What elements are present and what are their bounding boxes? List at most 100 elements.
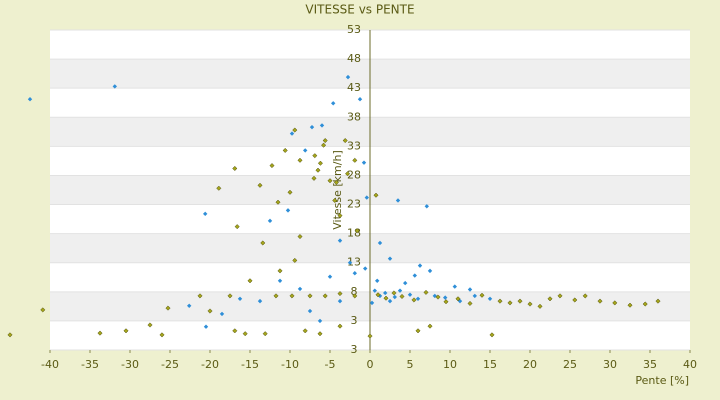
point [352, 157, 358, 163]
point [322, 137, 328, 144]
point [377, 240, 383, 246]
point [337, 298, 343, 304]
x-tick-label: 15 [483, 358, 497, 371]
point [237, 296, 243, 301]
point [289, 131, 295, 136]
point [311, 175, 317, 181]
point [397, 288, 403, 293]
point [627, 302, 633, 308]
point [321, 142, 327, 148]
point [277, 278, 283, 283]
point [97, 330, 103, 336]
point [242, 331, 248, 337]
x-tick-label: 10 [443, 358, 457, 371]
point [257, 182, 263, 188]
point [315, 167, 321, 173]
y-tick-label: 53 [347, 23, 361, 36]
point [232, 328, 238, 334]
point [412, 273, 417, 278]
point [443, 295, 448, 300]
x-axis-title: Pente [%] [635, 374, 689, 387]
point [443, 299, 449, 305]
point [467, 287, 473, 292]
point [197, 293, 203, 299]
point [655, 298, 661, 304]
point [303, 148, 308, 153]
point [415, 296, 421, 301]
y-tick-label: 13 [347, 256, 361, 269]
point [227, 293, 233, 299]
point [517, 298, 523, 304]
point [203, 211, 208, 217]
point [27, 97, 33, 102]
point [282, 147, 288, 153]
point [331, 101, 336, 106]
x-tick-label: 40 [683, 358, 697, 371]
point [40, 307, 46, 313]
x-tick-label: 35 [643, 358, 657, 371]
point [337, 323, 343, 329]
point [289, 293, 295, 299]
point [317, 318, 323, 324]
point [327, 178, 333, 184]
point [277, 268, 283, 274]
x-tick-label: 25 [563, 358, 577, 371]
y-tick-label: 43 [347, 81, 361, 94]
point [479, 292, 485, 298]
x-tick-label: -10 [281, 358, 299, 371]
y-tick-label: 18 [347, 227, 361, 240]
point [387, 298, 393, 304]
point [424, 204, 429, 209]
point [337, 213, 343, 219]
point [417, 263, 423, 268]
point [262, 331, 268, 337]
point [309, 124, 315, 130]
y-tick-label: 28 [347, 168, 361, 181]
x-tick-label: -25 [161, 358, 179, 371]
y-tick-label: 3 [351, 343, 358, 356]
point [452, 284, 457, 289]
point [395, 198, 401, 203]
point [269, 163, 275, 169]
point [597, 298, 603, 304]
point [285, 208, 291, 213]
point [207, 308, 213, 314]
point [317, 160, 323, 166]
point [527, 301, 533, 307]
point [364, 195, 369, 200]
point [319, 123, 325, 128]
y-tick-label: 38 [347, 110, 361, 123]
x-tick-label: 20 [523, 358, 537, 371]
point [247, 278, 253, 284]
point [187, 303, 192, 308]
point [375, 278, 380, 283]
point [423, 289, 429, 295]
point [357, 97, 363, 102]
point [572, 297, 578, 303]
point [219, 311, 225, 317]
y-tick-label: 48 [347, 52, 361, 65]
point [407, 292, 413, 297]
point [312, 153, 318, 159]
point [373, 192, 379, 198]
point [345, 171, 351, 177]
point [292, 257, 298, 263]
point [391, 290, 397, 296]
point [203, 324, 209, 329]
point [547, 296, 553, 302]
point [427, 268, 433, 274]
point [232, 165, 238, 172]
point [273, 293, 279, 299]
point [147, 322, 153, 328]
point [383, 290, 388, 296]
point [387, 256, 393, 261]
point [354, 228, 360, 234]
point [332, 197, 338, 204]
point [165, 305, 171, 311]
point [234, 224, 240, 230]
point [435, 294, 441, 300]
x-tick-label: -40 [41, 358, 59, 371]
x-tick-label: -30 [121, 358, 139, 371]
point [302, 328, 308, 334]
point [7, 332, 13, 338]
